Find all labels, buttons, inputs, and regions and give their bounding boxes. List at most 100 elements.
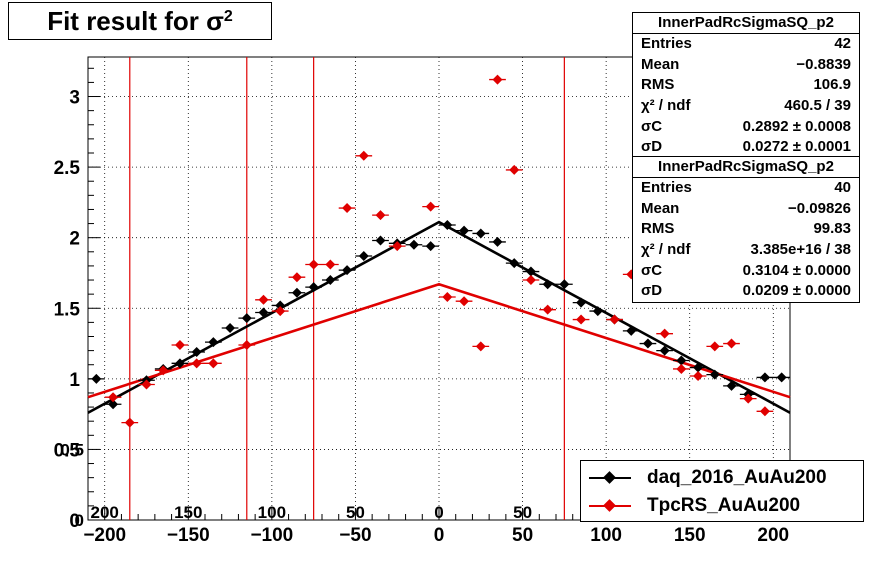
ghost-y-label: 0 — [75, 511, 84, 530]
data-point — [709, 341, 720, 352]
data-point — [258, 307, 269, 318]
data-point — [208, 337, 219, 348]
data-point — [425, 201, 436, 212]
data-point — [241, 339, 252, 350]
y-tick-label: 1 — [69, 370, 80, 391]
data-point — [693, 362, 704, 373]
stats-row: Mean −0.8839 — [633, 55, 859, 76]
data-point — [759, 372, 770, 383]
data-point — [459, 225, 470, 236]
legend-entry-daq: daq_2016_AuAu200 — [581, 463, 863, 493]
ghost-x-label: 50 — [513, 503, 532, 522]
stats-label: σD — [641, 138, 663, 156]
ghost-x-label: 100 — [258, 503, 286, 522]
y-tick-label: 3 — [69, 88, 80, 109]
legend: daq_2016_AuAu200 TpcRS_AuAu200 — [580, 460, 864, 522]
legend-marker-tpcrs — [603, 499, 616, 512]
stats-label: RMS — [641, 76, 675, 94]
data-point — [559, 279, 570, 290]
stats-row: σC 0.3104 ± 0.0000 — [633, 261, 859, 282]
stats-row: σD 0.0209 ± 0.0000 — [633, 281, 859, 302]
data-point — [141, 379, 152, 390]
data-point — [191, 347, 202, 358]
data-point — [392, 241, 403, 252]
data-point — [108, 392, 119, 403]
stats-label: Mean — [641, 199, 680, 217]
stats-value: 0.0272 ± 0.0001 — [742, 138, 851, 156]
data-point — [325, 275, 336, 286]
data-point — [659, 328, 670, 339]
data-point — [225, 323, 236, 334]
data-point — [308, 259, 319, 270]
stats-label: χ² / ndf — [641, 97, 691, 115]
stats-value: 106.9 — [813, 76, 851, 94]
data-point — [442, 219, 453, 230]
x-tick-label: 50 — [512, 525, 533, 546]
data-point — [776, 372, 787, 383]
legend-marker-daq — [603, 471, 616, 484]
stats-row: Entries 40 — [633, 178, 859, 199]
legend-entry-tpcrs: TpcRS_AuAu200 — [581, 491, 863, 521]
data-point — [291, 287, 302, 298]
data-point — [509, 164, 520, 175]
x-tick-label: −150 — [167, 525, 210, 546]
data-point — [241, 313, 252, 324]
data-point — [492, 74, 503, 85]
data-point — [492, 236, 503, 247]
stats-value: 0.0209 ± 0.0000 — [742, 282, 851, 300]
data-point — [743, 393, 754, 404]
data-point — [592, 306, 603, 317]
legend-label-daq: daq_2016_AuAu200 — [647, 467, 827, 488]
data-point — [275, 300, 286, 311]
chart-title-text: Fit result for σ — [47, 5, 224, 36]
x-tick-label: 200 — [757, 525, 789, 546]
x-tick-label: −200 — [83, 525, 126, 546]
fit-line-0 — [87, 220, 791, 414]
ghost-x-label: 0 — [434, 503, 443, 522]
y-tick-label: 0 — [69, 511, 80, 532]
data-point — [342, 203, 353, 214]
data-point — [609, 314, 620, 325]
data-point — [442, 291, 453, 302]
stats-box-1: InnerPadRcSigmaSQ_p2 Entries 42 Mean −0.88… — [632, 12, 860, 160]
stats-row: RMS 99.83 — [633, 219, 859, 240]
data-point — [542, 304, 553, 315]
data-point — [191, 358, 202, 369]
chart-title-sup: 2 — [223, 8, 233, 25]
ghost-x-label: 50 — [346, 503, 365, 522]
data-point — [308, 282, 319, 293]
stats-box-title: InnerPadRcSigmaSQ_p2 — [633, 13, 859, 34]
stats-value: 40 — [834, 179, 851, 196]
x-tick-label: 100 — [590, 525, 622, 546]
stats-row: σD 0.0272 ± 0.0001 — [633, 137, 859, 158]
stats-label: RMS — [641, 220, 675, 238]
data-point — [358, 251, 369, 262]
data-point — [459, 296, 470, 307]
data-point — [759, 406, 770, 417]
data-point — [576, 314, 587, 325]
data-point — [91, 373, 102, 384]
ghost-x-label: 200 — [91, 503, 119, 522]
stats-row: Mean −0.09826 — [633, 199, 859, 220]
data-point — [726, 380, 737, 391]
data-point — [676, 363, 687, 374]
ghost-x-label: 150 — [174, 503, 202, 522]
stats-value: 99.83 — [813, 220, 851, 238]
data-point — [425, 241, 436, 252]
data-point — [509, 258, 520, 269]
x-tick-label: 150 — [674, 525, 706, 546]
data-point — [676, 355, 687, 366]
stats-box-title: InnerPadRcSigmaSQ_p2 — [633, 157, 859, 178]
stats-label: σD — [641, 282, 663, 300]
legend-label-tpcrs: TpcRS_AuAu200 — [647, 495, 801, 516]
series-0 — [88, 219, 790, 410]
stats-row: σC 0.2892 ± 0.0008 — [633, 117, 859, 138]
y-tick-label: 2.5 — [54, 158, 81, 179]
data-point — [342, 265, 353, 276]
data-point — [375, 235, 386, 246]
data-point — [158, 365, 169, 376]
x-tick-label: 0 — [434, 525, 445, 546]
y-tick-label: 0.5 — [54, 440, 81, 461]
stats-row: χ² / ndf 3.385e+16 / 38 — [633, 240, 859, 261]
